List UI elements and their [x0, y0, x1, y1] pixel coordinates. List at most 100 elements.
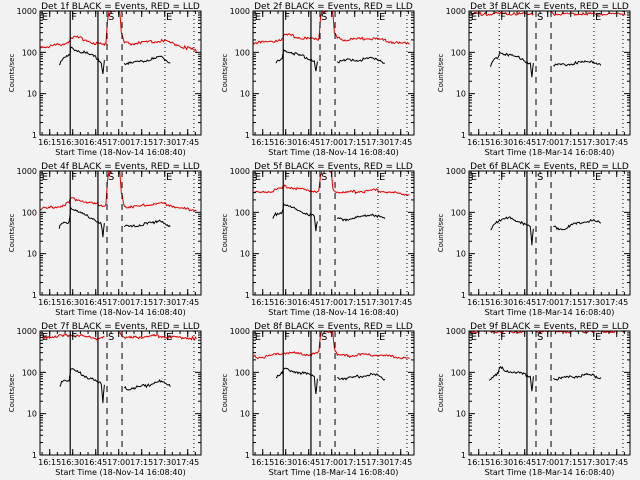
series-lld-line — [119, 331, 197, 342]
marker-label: E — [42, 172, 48, 183]
y-tick-label: 1 — [32, 131, 37, 140]
plot-frame — [468, 330, 631, 456]
marker-label: F — [500, 332, 506, 343]
x-tick-label: 17:15 — [130, 298, 153, 307]
x-axis-label: Start Time (18-Nov-14 16:08:40) — [55, 468, 185, 477]
x-tick-label: 17:30 — [366, 298, 389, 307]
series-events-line — [553, 60, 602, 67]
y-tick-label: 1 — [32, 291, 37, 300]
panel-title: Det 6f BLACK = Events, RED = LLD — [470, 162, 629, 172]
y-tick-label: 100 — [235, 208, 250, 217]
y-tick-label: 100 — [235, 48, 250, 57]
marker-label: E — [166, 12, 172, 23]
x-tick-label: 16:30 — [274, 298, 297, 307]
marker-label: S — [108, 332, 114, 343]
x-tick-label: 17:30 — [153, 298, 176, 307]
y-tick-label: 10 — [240, 250, 250, 259]
x-axis-label: Start Time (18-Mar-14 16:08:40) — [485, 148, 615, 157]
x-tick-label: 17:45 — [176, 298, 199, 307]
series-lld-line — [39, 169, 197, 212]
y-tick-label: 10 — [456, 250, 466, 259]
marker-label: E — [42, 12, 48, 23]
series-events-line — [337, 372, 386, 381]
y-tick-label: 1000 — [446, 327, 466, 336]
y-tick-label: 1000 — [17, 327, 37, 336]
marker-label: S — [537, 12, 543, 23]
x-tick-label: 17:45 — [389, 298, 412, 307]
y-tick-label: 1 — [461, 131, 466, 140]
marker-label: F — [284, 332, 290, 343]
x-tick-label: 17:45 — [605, 138, 628, 147]
x-tick-label: 17:45 — [176, 458, 199, 467]
x-tick-label: 17:00 — [536, 458, 559, 467]
panel-title: Det 1f BLACK = Events, RED = LLD — [41, 2, 200, 12]
marker-label: E — [255, 332, 261, 343]
series-events-line — [336, 213, 386, 222]
marker-label: E — [379, 172, 385, 183]
x-axis-label: Start Time (18-Nov-14 16:08:40) — [55, 148, 185, 157]
x-tick-label: 17:15 — [343, 138, 366, 147]
marker-label: S — [108, 172, 114, 183]
marker-label: E — [471, 12, 477, 23]
marker-label: S — [108, 12, 114, 23]
x-axis-label: Start Time (18-Nov-14 16:08:40) — [268, 148, 398, 157]
y-tick-label: 100 — [22, 208, 37, 217]
x-tick-label: 16:15 — [38, 458, 61, 467]
y-tick-label: 1 — [245, 451, 250, 460]
x-tick-label: 17:45 — [389, 458, 412, 467]
panel-title: Det 8f BLACK = Events, RED = LLD — [254, 322, 413, 332]
marker-label: S — [537, 332, 543, 343]
series-events-line — [488, 365, 534, 392]
x-tick-label: 17:00 — [107, 458, 130, 467]
x-tick-label: 16:45 — [297, 298, 320, 307]
marker-label: F — [500, 12, 506, 23]
x-tick-label: 17:15 — [130, 458, 153, 467]
x-tick-label: 17:30 — [582, 458, 605, 467]
x-axis-label: Start Time (18-Nov-14 16:08:40) — [268, 308, 398, 317]
x-axis-label: Start Time (18-Mar-14 16:08:40) — [485, 468, 615, 477]
x-tick-label: 17:15 — [130, 138, 153, 147]
panel-title: Det 4f BLACK = Events, RED = LLD — [41, 162, 200, 172]
y-tick-label: 100 — [451, 368, 466, 377]
marker-label: E — [166, 172, 172, 183]
x-tick-label: 17:45 — [605, 458, 628, 467]
x-tick-label: 16:45 — [513, 138, 536, 147]
x-tick-label: 17:30 — [582, 138, 605, 147]
marker-label: E — [595, 332, 601, 343]
x-tick-label: 17:45 — [176, 138, 199, 147]
series-lld-line — [39, 10, 197, 52]
marker-label: F — [284, 172, 290, 183]
marker-label: E — [42, 332, 48, 343]
y-axis-label: Counts/sec — [437, 54, 445, 93]
y-tick-label: 1000 — [230, 7, 250, 16]
series-events-line — [123, 379, 171, 391]
y-tick-label: 1000 — [230, 167, 250, 176]
series-events-line — [123, 219, 171, 228]
panel-title: Det 5f BLACK = Events, RED = LLD — [254, 162, 413, 172]
marker-label: E — [255, 172, 261, 183]
x-tick-label: 16:30 — [490, 138, 513, 147]
y-tick-label: 100 — [451, 48, 466, 57]
marker-label: E — [379, 332, 385, 343]
y-tick-label: 1 — [245, 131, 250, 140]
y-axis-label: Counts/sec — [8, 214, 16, 253]
x-tick-label: 17:15 — [559, 138, 582, 147]
y-axis-label: Counts/sec — [8, 54, 16, 93]
y-axis-label: Counts/sec — [8, 374, 16, 413]
y-tick-label: 1 — [32, 451, 37, 460]
x-tick-label: 16:15 — [467, 298, 490, 307]
x-tick-label: 17:00 — [536, 138, 559, 147]
x-tick-label: 16:45 — [84, 298, 107, 307]
plot-frame — [252, 330, 415, 456]
x-tick-label: 17:45 — [389, 138, 412, 147]
x-tick-label: 17:00 — [320, 138, 343, 147]
x-tick-label: 16:15 — [467, 458, 490, 467]
x-tick-label: 16:45 — [513, 458, 536, 467]
x-tick-label: 17:30 — [366, 458, 389, 467]
x-tick-label: 16:15 — [467, 138, 490, 147]
marker-label: E — [595, 172, 601, 183]
